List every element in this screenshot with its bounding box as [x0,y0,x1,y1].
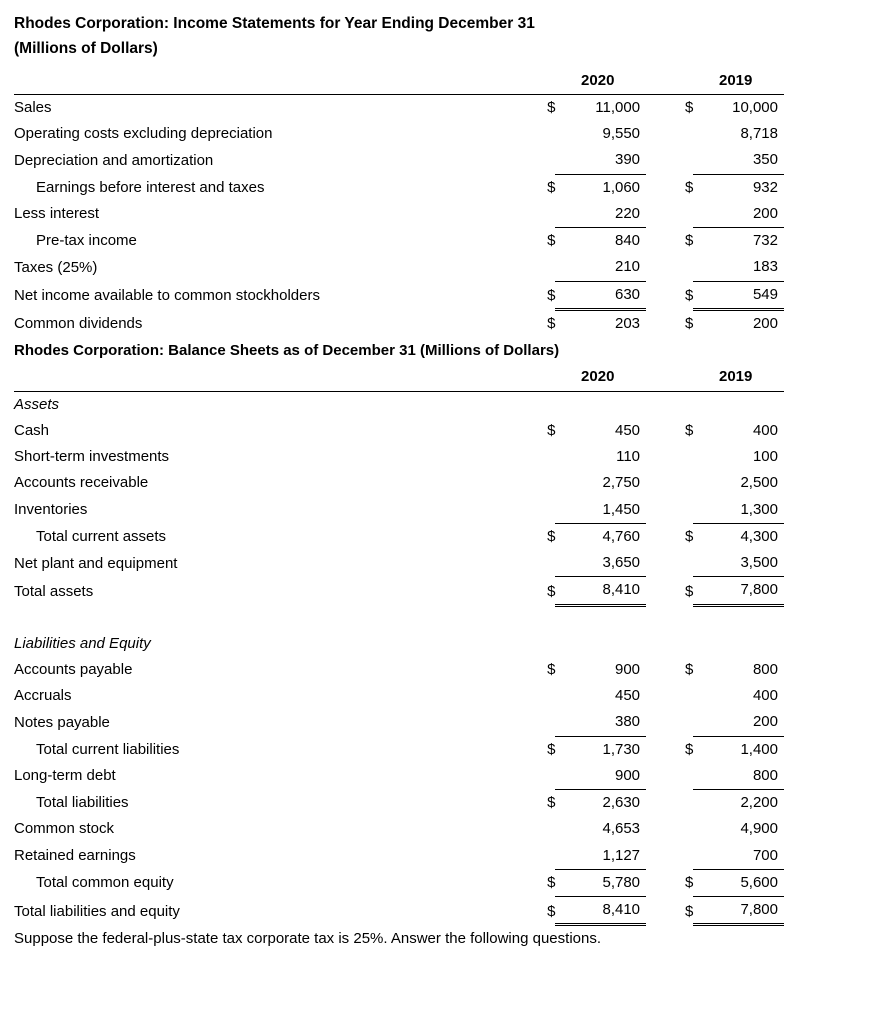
row-ltd: Long-term debt 900 800 [14,763,784,790]
row-tle: Total liabilities and equity $8,410 $7,8… [14,897,784,925]
header-row: 2020 2019 [14,68,784,95]
row-le-header: Liabilities and Equity [14,631,784,657]
row-dividends: Common dividends $203 $200 [14,309,784,337]
col-2020: 2020 [555,68,646,95]
income-statement-title: Rhodes Corporation: Income Statements fo… [14,12,880,62]
row-npe: Net plant and equipment 3,650 3,500 [14,550,784,577]
row-inv: Inventories 1,450 1,300 [14,497,784,524]
row-ta: Total assets $8,410 $7,800 [14,577,784,605]
row-dep: Depreciation and amortization 390 350 [14,147,784,174]
row-tcl: Total current liabilities $1,730 $1,400 [14,736,784,763]
row-ar: Accounts receivable 2,750 2,500 [14,470,784,496]
row-sales: Sales $11,000 $10,000 [14,94,784,121]
row-tl: Total liabilities $2,630 2,200 [14,790,784,817]
footer-text: Suppose the federal-plus-state tax corpo… [14,930,880,947]
row-taxes: Taxes (25%) 210 183 [14,254,784,281]
row-ap: Accounts payable $900 $800 [14,657,784,683]
row-sti: Short-term investments 110 100 [14,444,784,470]
row-cs: Common stock 4,653 4,900 [14,816,784,842]
row-re: Retained earnings 1,127 700 [14,843,784,870]
bs-header-row: 2020 2019 [14,364,784,391]
row-cash: Cash $450 $400 [14,418,784,444]
row-np: Notes payable 380 200 [14,709,784,736]
row-assets-header: Assets [14,391,784,418]
col-2019: 2019 [693,68,784,95]
row-ebit: Earnings before interest and taxes $1,06… [14,174,784,201]
row-opcost: Operating costs excluding depreciation 9… [14,121,784,147]
income-statement-table: 2020 2019 Sales $11,000 $10,000 Operatin… [14,68,784,927]
row-accruals: Accruals 450 400 [14,683,784,709]
row-netincome: Net income available to common stockhold… [14,281,784,309]
row-pretax: Pre-tax income $840 $732 [14,228,784,255]
row-interest: Less interest 220 200 [14,201,784,228]
row-tca: Total current assets $4,760 $4,300 [14,523,784,550]
balance-sheet-title: Rhodes Corporation: Balance Sheets as of… [14,337,784,364]
row-tce: Total common equity $5,780 $5,600 [14,869,784,896]
